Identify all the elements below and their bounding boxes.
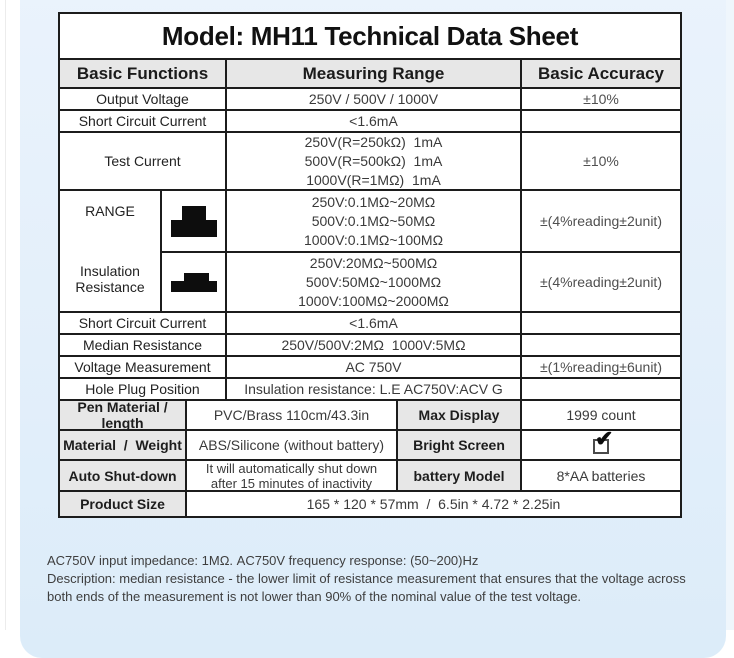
test-current-line-3: 1000V(R=1MΩ) 1mA — [306, 171, 441, 188]
insulation-low-range-row: 250V:0.1MΩ~20MΩ 500V:0.1MΩ~50MΩ 1000V:0.… — [162, 191, 680, 251]
test-current-line-1: 250V(R=250kΩ) 1mA — [304, 133, 443, 150]
low-step-block-icon — [170, 272, 217, 292]
bright-screen-label: Bright Screen — [398, 431, 522, 459]
voltage-measurement-label: Voltage Measurement — [60, 357, 227, 377]
sheet-title: Model: MH11 Technical Data Sheet — [161, 20, 579, 51]
row-pen-material: Pen Material / length PVC/Brass 110cm/43… — [60, 399, 680, 429]
row-product-size: Product Size 165 * 120 * 57mm / 6.5in * … — [60, 490, 680, 516]
column-header-row: Basic Functions Measuring Range Basic Ac… — [60, 58, 680, 87]
test-current-range: 250V(R=250kΩ) 1mA 500V(R=500kΩ) 1mA 1000… — [227, 133, 522, 189]
insulation-low-range-values: 250V:0.1MΩ~20MΩ 500V:0.1MΩ~50MΩ 1000V:0.… — [227, 191, 522, 251]
header-basic-functions: Basic Functions — [60, 60, 227, 87]
output-voltage-label: Output Voltage — [60, 89, 227, 109]
row-output-voltage: Output Voltage 250V / 500V / 1000V ±10% — [60, 87, 680, 109]
max-display-value: 1999 count — [566, 407, 636, 423]
row-test-current: Test Current 250V(R=250kΩ) 1mA 500V(R=50… — [60, 131, 680, 189]
median-resistance-range: 250V/500V:2MΩ 1000V:5MΩ — [227, 335, 522, 355]
insulation-low-line-3: 1000V:0.1MΩ~100MΩ — [303, 231, 444, 248]
checked-checkbox-icon: ✔ — [593, 431, 613, 454]
short-circuit-current-2-label: Short Circuit Current — [60, 313, 227, 333]
insulation-low-accuracy: ±(4%reading±2unit) — [540, 213, 662, 229]
product-size-label: Product Size — [60, 492, 187, 516]
insulation-high-range-row: 250V:20MΩ~500MΩ 500V:50MΩ~1000MΩ 1000V:1… — [162, 251, 680, 311]
voltage-measurement-accuracy: ±(1%reading±6unit) — [540, 359, 662, 375]
technical-data-sheet: Model: MH11 Technical Data Sheet Basic F… — [58, 12, 682, 518]
insulation-high-accuracy: ±(4%reading±2unit) — [540, 274, 662, 290]
median-resistance-label: Median Resistance — [60, 335, 227, 355]
range-label: RANGE — [85, 203, 135, 219]
footnote-impedance: AC750V input impedance: 1MΩ. AC750V freq… — [47, 553, 479, 568]
material-weight-label: Material / Weight — [60, 431, 187, 459]
row-voltage-measurement: Voltage Measurement AC 750V ±(1%reading±… — [60, 355, 680, 377]
auto-shutdown-value: It will automatically shut down after 15… — [187, 461, 398, 490]
short-circuit-current-label: Short Circuit Current — [60, 111, 227, 131]
short-circuit-current-range: <1.6mA — [227, 111, 522, 131]
short-circuit-current-accuracy — [522, 111, 680, 131]
hole-plug-position-accuracy — [522, 379, 680, 399]
page-edge-line — [5, 0, 6, 630]
short-circuit-current-2-range: <1.6mA — [227, 313, 522, 333]
insulation-high-line-3: 1000V:100MΩ~2000MΩ — [298, 292, 449, 309]
insulation-low-line-1: 250V:0.1MΩ~20MΩ — [311, 193, 436, 210]
insulation-high-line-2: 500V:50MΩ~1000MΩ — [305, 273, 442, 290]
short-circuit-current-2-accuracy — [522, 313, 680, 333]
header-measuring-range: Measuring Range — [227, 60, 522, 87]
max-display-label: Max Display — [398, 401, 522, 429]
bright-screen-value: ✔ — [522, 431, 680, 459]
test-current-accuracy: ±10% — [583, 153, 619, 169]
product-size-value: 165 * 120 * 57mm / 6.5in * 4.72 * 2.25in — [306, 496, 561, 512]
output-voltage-range: 250V / 500V / 1000V — [227, 89, 522, 109]
insulation-resistance-block: RANGE Insulation Resistance 250V:0.1MΩ~2… — [60, 189, 680, 311]
row-short-circuit-current-1: Short Circuit Current <1.6mA — [60, 109, 680, 131]
insulation-low-line-2: 500V:0.1MΩ~50MΩ — [311, 212, 436, 229]
check-mark-glyph: ✔ — [595, 431, 614, 451]
pen-material-label: Pen Material / length — [60, 401, 187, 429]
insulation-resistance-rows: 250V:0.1MΩ~20MΩ 500V:0.1MΩ~50MΩ 1000V:0.… — [162, 191, 680, 311]
footnote-description: Description: median resistance - the low… — [47, 571, 686, 605]
row-hole-plug-position: Hole Plug Position Insulation resistance… — [60, 377, 680, 399]
insulation-high-line-1: 250V:20MΩ~500MΩ — [309, 254, 438, 271]
auto-shutdown-line-2: after 15 minutes of inactivity — [210, 475, 373, 491]
voltage-measurement-range: AC 750V — [227, 357, 522, 377]
hole-plug-position-range: Insulation resistance: L.E AC750V:ACV G — [227, 379, 522, 399]
pen-material-value: PVC/Brass 110cm/43.3in — [187, 401, 398, 429]
row-auto-shutdown: Auto Shut-down It will automatically shu… — [60, 459, 680, 490]
auto-shutdown-label: Auto Shut-down — [60, 461, 187, 490]
high-step-block-icon — [170, 205, 217, 237]
high-range-icon-cell — [162, 253, 227, 311]
header-basic-accuracy: Basic Accuracy — [522, 60, 680, 87]
material-weight-value: ABS/Silicone (without battery) — [187, 431, 398, 459]
insulation-high-range-values: 250V:20MΩ~500MΩ 500V:50MΩ~1000MΩ 1000V:1… — [227, 253, 522, 311]
row-short-circuit-current-2: Short Circuit Current <1.6mA — [60, 311, 680, 333]
hole-plug-position-label: Hole Plug Position — [60, 379, 227, 399]
output-voltage-accuracy: ±10% — [583, 91, 619, 107]
footnote-block: AC750V input impedance: 1MΩ. AC750V freq… — [47, 552, 703, 607]
battery-model-label: battery Model — [398, 461, 522, 490]
insulation-resistance-label: Insulation Resistance — [75, 263, 144, 295]
row-material-weight: Material / Weight ABS/Silicone (without … — [60, 429, 680, 459]
median-resistance-accuracy — [522, 335, 680, 355]
insulation-label-line2: Resistance — [75, 279, 145, 295]
row-median-resistance: Median Resistance 250V/500V:2MΩ 1000V:5M… — [60, 333, 680, 355]
right-margin-strip — [726, 0, 734, 630]
test-current-label: Test Current — [60, 133, 227, 189]
sheet-title-row: Model: MH11 Technical Data Sheet — [60, 14, 680, 58]
auto-shutdown-line-1: It will automatically shut down — [205, 461, 378, 476]
test-current-line-2: 500V(R=500kΩ) 1mA — [304, 152, 443, 169]
insulation-resistance-label-cell: RANGE Insulation Resistance — [60, 191, 162, 311]
low-range-icon-cell — [162, 191, 227, 251]
insulation-label-line1: Insulation — [80, 263, 140, 279]
battery-model-value: 8*AA batteries — [556, 467, 646, 484]
